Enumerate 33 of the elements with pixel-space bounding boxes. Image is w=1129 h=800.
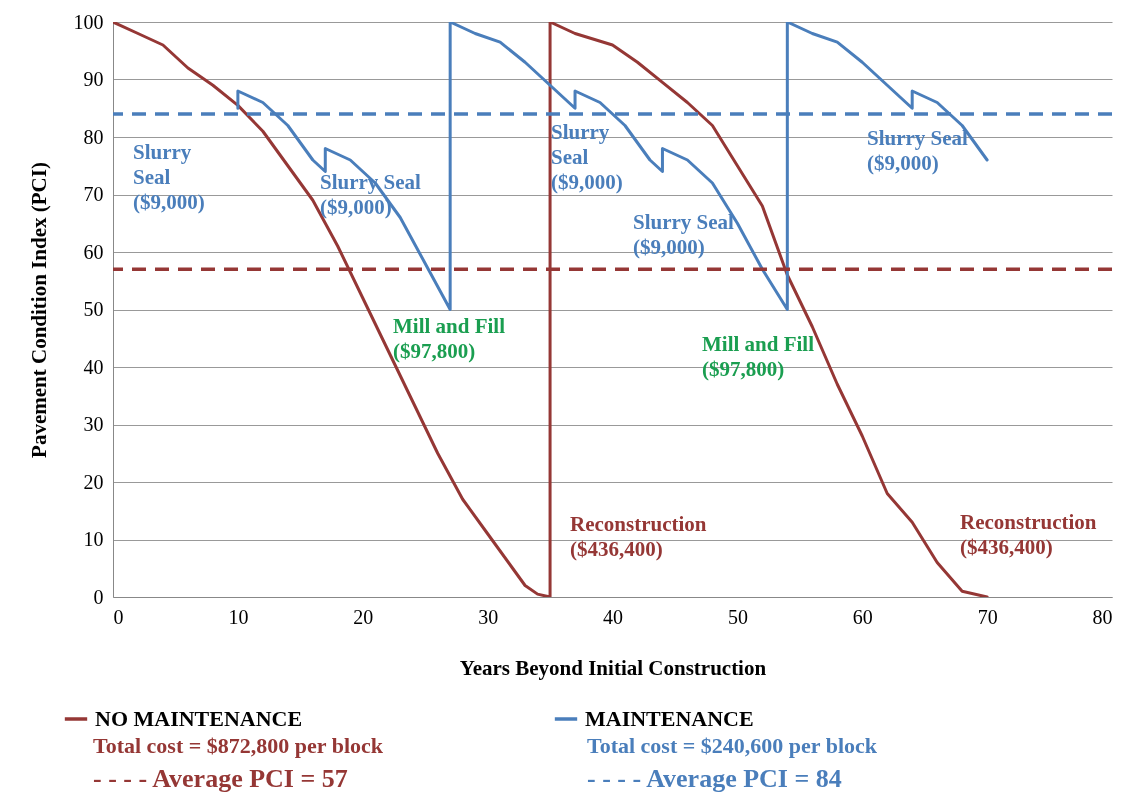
y-tick-label: 80 [83, 125, 104, 148]
legend-label: NO MAINTENANCE [95, 706, 303, 731]
ref-line-label: - - - - Average PCI = 84 [587, 764, 842, 793]
x-tick-label: 70 [977, 605, 998, 628]
text: Total cost = $872,800 per block [93, 733, 384, 758]
y-tick-label: 0 [93, 585, 104, 608]
y-tick-label: 20 [83, 470, 104, 493]
annotation: Slurry Seal ($9,000) [133, 140, 205, 214]
x-tick-label: 40 [603, 605, 623, 628]
y-tick-label: 40 [83, 355, 104, 378]
x-axis-title: Years Beyond Initial Construction [459, 655, 767, 680]
x-tick-label: 80 [1092, 605, 1113, 628]
annotation: Mill and Fill ($97,800) [393, 314, 506, 363]
y-tick-label: 30 [83, 413, 104, 435]
x-tick-label: 20 [353, 605, 374, 628]
text: Total cost = $240,600 per block [587, 733, 878, 758]
x-tick-label: 60 [852, 605, 873, 628]
x-tick-label: 50 [727, 605, 748, 628]
y-tick-label: 10 [83, 528, 104, 550]
y-tick-label: 60 [83, 240, 104, 263]
y-tick-label: 50 [83, 298, 104, 320]
y-tick-label: 90 [83, 68, 104, 90]
x-tick-label: 10 [228, 605, 249, 628]
annotation: Reconstruction ($436,400) [570, 512, 707, 561]
annotation: Mill and Fill ($97,800) [702, 332, 815, 381]
y-tick-label: 100 [73, 10, 104, 33]
y-tick-label: 70 [83, 183, 104, 205]
legend-label: MAINTENANCE [585, 706, 754, 731]
ref-line-label: - - - - Average PCI = 57 [93, 764, 348, 793]
annotation: Reconstruction ($436,400) [960, 510, 1097, 559]
y-axis-title: Pavement Condition Index (PCI) [26, 162, 51, 458]
x-tick-label: 30 [478, 605, 499, 628]
x-tick-label: 0 [113, 605, 124, 628]
